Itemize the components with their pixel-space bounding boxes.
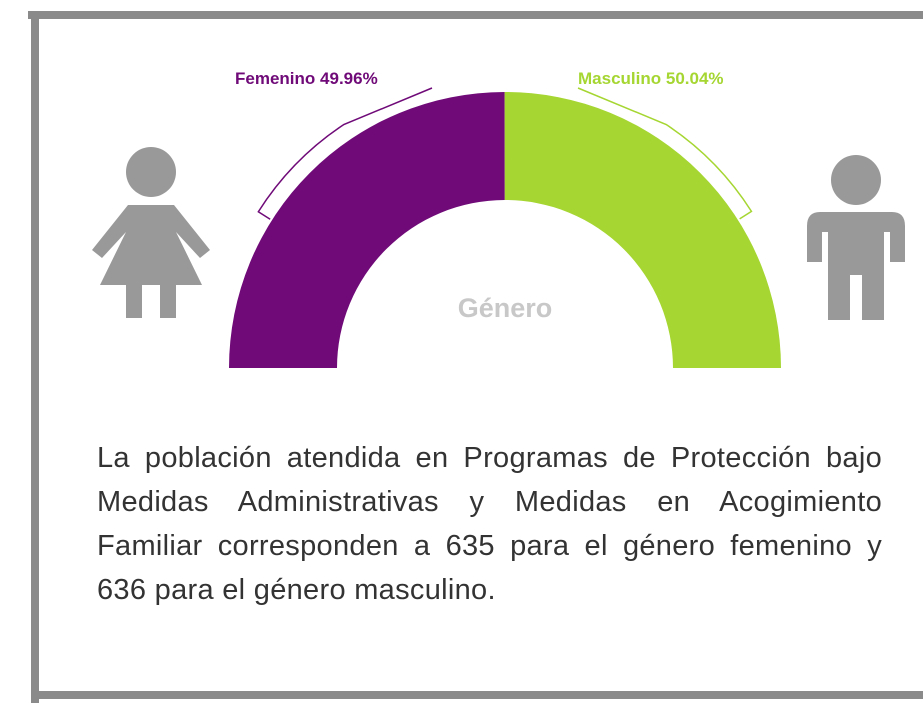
slice-label: Femenino 49.96% <box>235 69 378 88</box>
slice <box>229 92 505 369</box>
slice <box>504 92 781 368</box>
slice-label: Masculino 50.04% <box>578 69 724 88</box>
category-name: Femenino <box>235 69 315 88</box>
description: La población atendida en Programas de Pr… <box>97 442 882 606</box>
center-label: Género <box>458 293 553 323</box>
male-icon <box>807 155 905 320</box>
value-label: 49.96% <box>320 69 378 88</box>
leader-line <box>257 87 433 220</box>
value-label: 50.04% <box>666 69 724 88</box>
leader-line <box>577 87 753 220</box>
frame <box>28 11 923 703</box>
category-name: Masculino <box>578 69 661 88</box>
female-icon <box>92 147 210 318</box>
